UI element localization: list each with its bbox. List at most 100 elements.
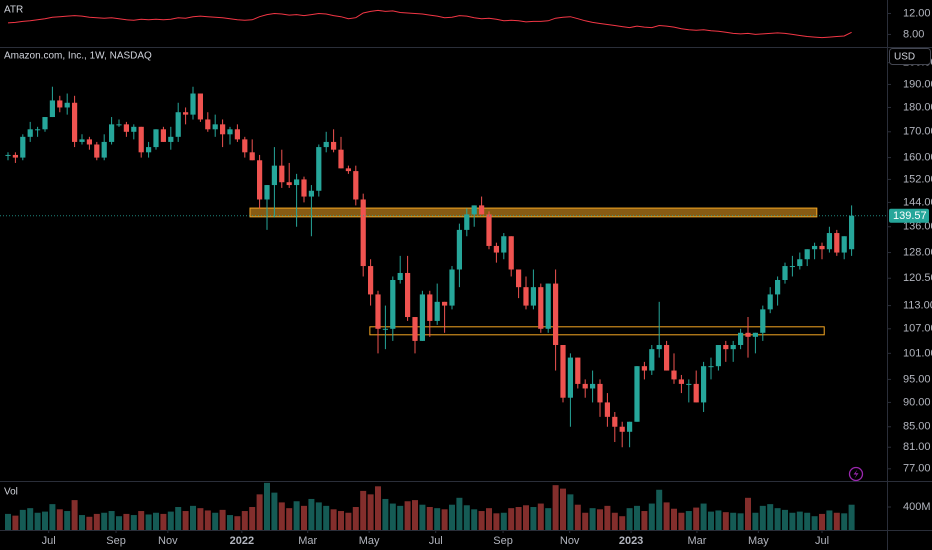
y-tick-label: 128.00 [903, 246, 932, 258]
candle-body [775, 280, 781, 295]
x-tick-label: Mar [298, 535, 317, 547]
candle-body [804, 249, 810, 260]
candle-body [797, 259, 803, 267]
candle-body [301, 179, 307, 197]
volume-bar [567, 494, 574, 530]
y-tick-label: 107.00 [903, 323, 932, 335]
candle-body [294, 179, 300, 186]
candle-body [405, 272, 411, 318]
price-zone [369, 326, 825, 336]
volume-bar [656, 489, 663, 530]
candle-body [353, 171, 359, 200]
volume-bar [153, 512, 159, 530]
candle-body [553, 283, 559, 346]
volume-bar [804, 512, 811, 530]
volume-bar [190, 505, 196, 530]
volume-bar [745, 497, 751, 530]
volume-bar [545, 508, 552, 530]
candle-body [745, 332, 751, 337]
candle-body [109, 124, 115, 142]
volume-bar [574, 504, 581, 530]
candle-body [271, 165, 277, 186]
candle-body [819, 245, 825, 250]
volume-bar [27, 508, 34, 530]
currency-label: USD [894, 52, 915, 63]
volume-bar [71, 500, 78, 530]
volume-bar [301, 505, 307, 530]
candle-body [205, 119, 211, 130]
candle-body [752, 332, 758, 337]
candle-body [634, 366, 640, 422]
volume-bar [367, 494, 374, 530]
volume-bar [264, 482, 270, 530]
volume-bar [700, 503, 707, 530]
volume-bar [49, 504, 56, 530]
volume-bar [471, 509, 478, 530]
atr-line [7, 9, 852, 39]
candle-body [146, 147, 152, 153]
volume-bar [759, 505, 766, 530]
x-tick-label: Jul [42, 535, 56, 547]
volume-bar [619, 516, 626, 530]
candle-body [723, 345, 729, 350]
volume-bar [345, 512, 352, 530]
volume-bar [352, 507, 359, 530]
volume-bar [774, 508, 781, 530]
candle-body [397, 272, 403, 281]
candle-body [279, 165, 285, 183]
candle-body [331, 141, 337, 150]
candle-body [715, 345, 721, 367]
volume-bar [752, 512, 759, 530]
price-zone [249, 207, 818, 218]
volume-bar [826, 510, 833, 530]
x-tick-label: 2022 [230, 535, 254, 547]
volume-bar [641, 511, 648, 530]
candle-body [841, 236, 847, 253]
currency-button[interactable] [889, 48, 931, 65]
x-tick-label: Jul [815, 535, 829, 547]
volume-bar [848, 504, 855, 530]
volume-bar [508, 508, 515, 530]
y-tick-label: 170.00 [903, 126, 932, 138]
volume-bar [523, 505, 529, 530]
candle-body [153, 129, 159, 148]
volume-bar [256, 494, 263, 530]
candle-body [175, 112, 181, 137]
volume-bar [730, 512, 737, 530]
candle-body [57, 100, 63, 108]
volume-title: Vol [4, 487, 18, 498]
candle-body [234, 129, 240, 140]
volume-bar [101, 512, 108, 530]
volume-bar [648, 503, 655, 530]
volume-bar [86, 516, 93, 530]
candle-body [27, 129, 33, 137]
candle-body [212, 124, 218, 130]
atr-title: ATR [4, 5, 23, 16]
volume-bar [12, 515, 19, 530]
y-tick-label: 95.00 [903, 373, 931, 385]
candle-body [760, 309, 766, 333]
volume-bar [767, 504, 774, 530]
volume-bar [715, 510, 722, 530]
candle-body [382, 328, 388, 330]
candle-body [604, 402, 610, 417]
volume-bar [796, 511, 803, 530]
volume-bar [234, 516, 241, 530]
volume-bar [93, 513, 100, 530]
volume-bar [182, 511, 189, 530]
volume-bar [278, 502, 285, 530]
volume-bar [500, 512, 507, 530]
volume-bar [56, 509, 63, 530]
candle-body [183, 112, 189, 115]
volume-bar [434, 508, 441, 530]
last-price-box [889, 208, 929, 223]
y-tick-label: 160.00 [903, 151, 932, 163]
alert-icon[interactable] [848, 466, 864, 482]
candle-body [708, 366, 714, 368]
volume-bar [478, 511, 485, 530]
x-tick-label: Mar [687, 535, 706, 547]
y-tick-label: 85.00 [903, 421, 931, 433]
candle-body [20, 136, 26, 158]
